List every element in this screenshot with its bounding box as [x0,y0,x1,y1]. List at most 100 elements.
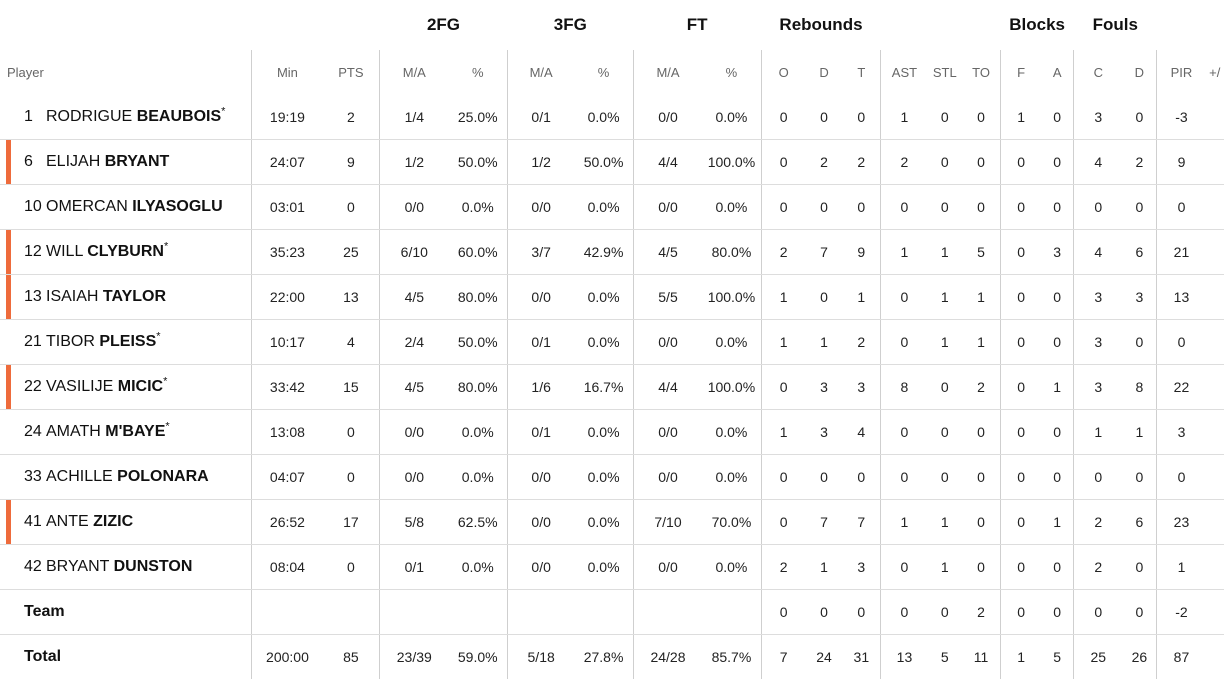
stat-foul-d: 0 [1122,95,1157,140]
player-last-name[interactable]: PLEISS [99,333,157,350]
player-cell[interactable]: 41 ANTE ZIZIC [0,499,252,545]
stat-reb-o: 0 [760,454,806,500]
stat-stl: 1 [927,274,963,320]
player-row[interactable]: 1 RODRIGUE BEAUBOIS* 19:19 2 1/4 25.0% 0/1 0.0%… [0,95,1224,140]
player-cell[interactable]: 42 BRYANT DUNSTON [0,544,252,590]
col-header-plus-minus[interactable]: +/ [1209,65,1221,80]
player-cell[interactable]: 21 TIBOR PLEISS* [0,319,252,365]
group-blocks: Blocks [1009,15,1065,34]
stat-to: 0 [962,139,1001,185]
stat-ft-ma: 0/0 [632,454,703,500]
col-header-pts[interactable]: PTS [338,65,364,80]
player-cell[interactable]: 24 AMATH M'BAYE* [0,409,252,455]
player-first-name[interactable]: ACHILLE [46,468,113,485]
stat-blk-f: 0 [1000,454,1042,500]
player-first-name[interactable]: ELIJAH [46,153,101,170]
player-row[interactable]: 41 ANTE ZIZIC 26:52 17 5/8 62.5% 0/0 0.0% 7/10 70… [0,499,1224,545]
player-cell[interactable]: 12 WILL CLYBURN* [0,229,252,275]
col-header-blk-f[interactable]: F [1000,50,1042,95]
col-header-stl[interactable]: STL [932,65,957,80]
col-header-reb-d[interactable]: D [819,65,829,80]
player-row[interactable]: 33 ACHILLE POLONARA 04:07 0 0/0 0.0% 0/0 0.0% 0/… [0,454,1224,500]
col-header-blk-a[interactable]: A [1052,65,1062,80]
stat-reb-o: 0 [760,139,806,185]
player-last-name[interactable]: ILYASOGLU [132,198,223,215]
stat-blk-a: 3 [1041,229,1074,275]
player-last-name[interactable]: DUNSTON [113,558,193,575]
player-row[interactable]: 6 ELIJAH BRYANT 24:07 9 1/2 50.0% 1/2 50.0% 4/4 1… [0,139,1224,185]
col-header-foul-c[interactable]: C [1073,50,1123,95]
group-2fg: 2FG [426,15,460,34]
stat-reb-d: 0 [805,589,843,635]
col-header-min[interactable]: Min [251,50,323,95]
col-header-3fg-pct[interactable]: % [597,65,610,80]
col-header-reb-o[interactable]: O [760,50,806,95]
player-row[interactable]: 42 BRYANT DUNSTON 08:04 0 0/1 0.0% 0/0 0.0% 0/0 0… [0,544,1224,590]
player-row[interactable]: 12 WILL CLYBURN* 35:23 25 6/10 60.0% 3/7 42.9% 4… [0,229,1224,275]
stat-3fg-pct: 0.0% [574,274,634,320]
col-header-pir[interactable]: PIR [1156,50,1206,95]
player-last-name[interactable]: TAYLOR [102,288,167,305]
player-cell[interactable]: 6 ELIJAH BRYANT [0,139,252,185]
col-header-ft-pct[interactable]: % [725,65,738,80]
player-row[interactable]: 22 VASILIJE MICIC* 33:42 15 4/5 80.0% 1/6 16.7%… [0,364,1224,410]
col-header-ft-ma[interactable]: M/A [632,50,703,95]
player-first-name[interactable]: ANTE [46,513,89,530]
player-last-name[interactable]: BEAUBOIS [136,108,222,125]
player-first-name[interactable]: OMERCAN [46,198,128,215]
col-header-reb-t[interactable]: T [857,65,866,80]
player-first-name[interactable]: ISAIAH [46,288,99,305]
col-header-player[interactable]: Player [7,65,44,80]
stat-pts: 15 [322,364,380,410]
player-last-name[interactable]: POLONARA [117,468,209,485]
player-cell[interactable]: 13 ISAIAH TAYLOR [0,274,252,320]
player-last-name[interactable]: ZIZIC [93,513,134,530]
stat-pir: 3 [1156,409,1206,455]
stat-pir: 0 [1156,184,1206,230]
player-cell[interactable]: 10 OMERCAN ILYASOGLU [0,184,252,230]
player-last-name[interactable]: M'BAYE [105,423,166,440]
stat-ast: 1 [880,229,928,275]
player-cell[interactable]: 33 ACHILLE POLONARA [0,454,252,500]
player-first-name[interactable]: BRYANT [46,558,110,575]
col-header-3fg-ma[interactable]: M/A [506,50,575,95]
col-header-2fg-ma[interactable]: M/A [379,50,449,95]
stat-foul-d: 26 [1131,649,1148,665]
stat-reb-t: 3 [842,544,881,590]
col-header-2fg-pct[interactable]: % [471,65,484,80]
player-first-name[interactable]: WILL [46,243,83,260]
stat-3fg-pct: 27.8% [583,649,624,665]
stat-plus-minus [1205,319,1224,365]
player-row[interactable]: 24 AMATH M'BAYE* 13:08 0 0/0 0.0% 0/1 0.0% 0/0 0.… [0,409,1224,455]
player-first-name[interactable]: AMATH [46,423,101,440]
stat-to: 0 [962,184,1001,230]
player-first-name[interactable]: VASILIJE [46,378,114,395]
player-number: 41 [24,513,42,530]
player-row[interactable]: 21 TIBOR PLEISS* 10:17 4 2/4 50.0% 0/1 0.0% 0/0 0… [0,319,1224,365]
col-header-foul-d[interactable]: D [1134,65,1145,80]
player-first-name[interactable]: TIBOR [46,333,95,350]
player-row[interactable]: 13 ISAIAH TAYLOR 22:00 13 4/5 80.0% 0/0 0.0% 5/5… [0,274,1224,320]
player-cell[interactable]: 1 RODRIGUE BEAUBOIS* [0,95,252,140]
stat-to: 5 [962,229,1001,275]
player-last-name[interactable]: BRYANT [104,153,170,170]
stat-blk-f: 0 [1000,499,1042,545]
stat-pts: 0 [322,409,380,455]
player-last-name[interactable]: CLYBURN [87,243,164,260]
stat-3fg-ma: 3/7 [506,229,575,275]
player-cell[interactable]: 22 VASILIJE MICIC* [0,364,252,410]
stat-pts: 85 [343,649,359,665]
stat-plus-minus [1205,274,1224,320]
stat-foul-d: 0 [1122,184,1157,230]
stat-ast: 0 [880,544,928,590]
col-header-ast[interactable]: AST [880,50,928,95]
stat-plus-minus [1205,229,1224,275]
player-row[interactable]: 10 OMERCAN ILYASOGLU 03:01 0 0/0 0.0% 0/0 0.0% 0… [0,184,1224,230]
player-number: 42 [24,558,42,575]
player-last-name[interactable]: MICIC [117,378,164,395]
col-header-to[interactable]: TO [972,65,990,80]
group-header-row: 2FG 3FG FT Rebounds Blocks Fouls [0,0,1224,50]
player-first-name[interactable]: RODRIGUE [46,108,133,125]
stat-ast: 1 [880,95,928,140]
stat-3fg-ma [506,589,575,635]
